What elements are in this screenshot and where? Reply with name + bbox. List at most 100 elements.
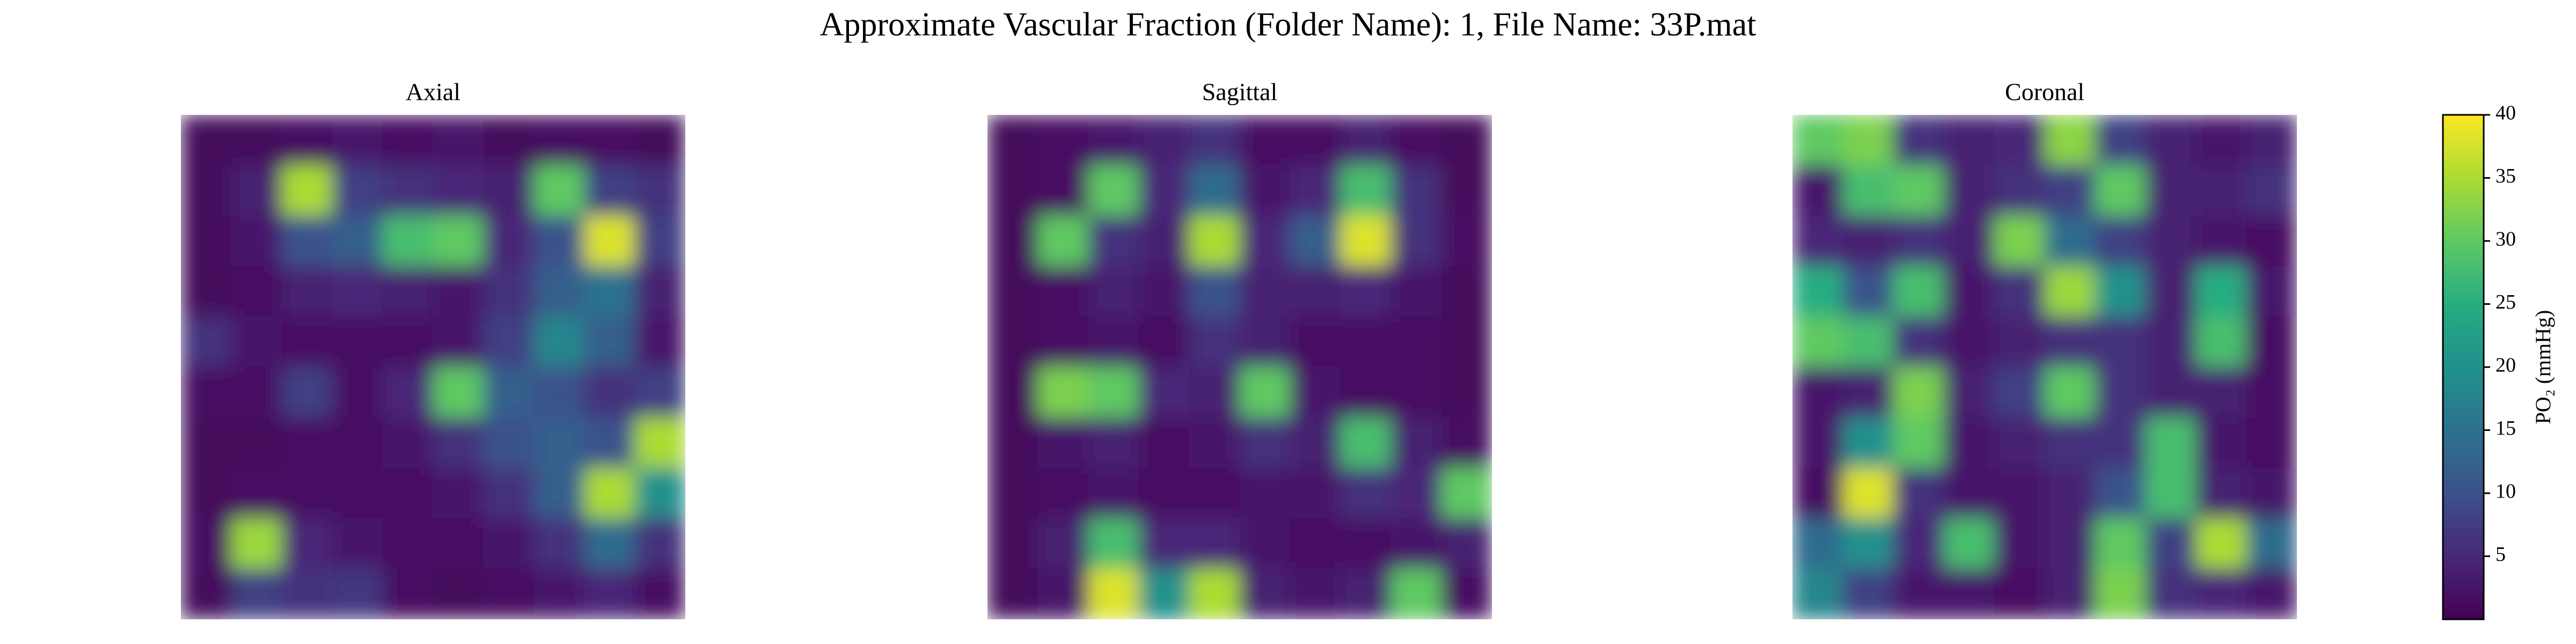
panel-title: Sagittal [1202, 78, 1278, 106]
heatmap-cell [1239, 266, 1291, 317]
heatmap-cell [1037, 215, 1089, 267]
heatmap-cell [231, 568, 282, 619]
heatmap-cell [2095, 367, 2146, 418]
heatmap-cell [231, 165, 282, 216]
heatmap-cell [433, 467, 484, 519]
heatmap-cell [1290, 165, 1341, 216]
heatmap-cell [987, 518, 1038, 569]
heatmap-cell [2044, 367, 2096, 418]
heatmap-cell [181, 367, 232, 418]
heatmap-cell [433, 115, 484, 166]
heatmap-cell [1340, 568, 1392, 619]
heatmap-cell [1340, 215, 1392, 267]
heatmap-cell [483, 266, 535, 317]
heatmap-cell [1893, 367, 1944, 418]
heatmap-cell [1943, 417, 1995, 469]
heatmap-cell [332, 115, 383, 166]
heatmap-cell [987, 316, 1038, 368]
heatmap-cell [1189, 467, 1240, 519]
heatmap-cell [1893, 115, 1944, 166]
heatmap-cell [584, 165, 635, 216]
heatmap-cell [332, 367, 383, 418]
heatmap-cell [281, 367, 333, 418]
heatmap-cell [433, 215, 484, 267]
heatmap-cell [1037, 115, 1089, 166]
heatmap-cell [1893, 215, 1944, 267]
heatmap-cell [1340, 266, 1392, 317]
heatmap-cell [584, 215, 635, 267]
panel [987, 115, 1492, 619]
heatmap-cells [987, 115, 1492, 619]
heatmap-cell [433, 367, 484, 418]
heatmap-cell [1994, 215, 2045, 267]
heatmap-cell [1189, 215, 1240, 267]
colorbar-label: PO₂ (mmHg) [2531, 310, 2555, 425]
heatmap-cell [533, 215, 585, 267]
heatmap-cell [1943, 165, 1995, 216]
heatmap-cell [231, 115, 282, 166]
heatmap-cell [1239, 367, 1291, 418]
heatmap-cell [231, 417, 282, 469]
heatmap-cell [1792, 316, 1843, 368]
heatmap-cell [181, 518, 232, 569]
heatmap-cell [1994, 518, 2045, 569]
colorbar-tick-label: 5 [2496, 543, 2506, 566]
heatmap-cell [2196, 568, 2247, 619]
heatmap-cell [181, 266, 232, 317]
figure-title: Approximate Vascular Fraction (Folder Na… [820, 6, 1757, 43]
heatmap-cell [483, 215, 535, 267]
heatmap-cell [1138, 165, 1190, 216]
heatmap-cell [281, 215, 333, 267]
heatmap-cell [2145, 215, 2197, 267]
heatmap-cell [1391, 367, 1442, 418]
heatmap-cell [634, 518, 685, 569]
heatmap-cell [2246, 215, 2297, 267]
heatmap-cell [1842, 266, 1894, 317]
heatmap-cell [1088, 367, 1139, 418]
heatmap-cell [1994, 568, 2045, 619]
heatmap-cell [332, 518, 383, 569]
heatmap-cell [1792, 467, 1843, 519]
heatmap-cell [181, 316, 232, 368]
heatmap-cell [181, 568, 232, 619]
colorbar-tick-label: 10 [2496, 480, 2516, 503]
heatmap-cell [1088, 568, 1139, 619]
heatmap-cell [281, 266, 333, 317]
heatmap-cell [533, 165, 585, 216]
heatmap-cell [2044, 316, 2096, 368]
heatmap-cell [2095, 266, 2146, 317]
heatmap-cell [1340, 115, 1392, 166]
heatmap-cell [1189, 316, 1240, 368]
heatmap-cell [1239, 115, 1291, 166]
heatmap-cell [1088, 316, 1139, 368]
heatmap-cell [2145, 316, 2197, 368]
heatmap-cell [1792, 266, 1843, 317]
heatmap-cell [1290, 316, 1341, 368]
heatmap-cell [231, 518, 282, 569]
heatmap-cell [382, 115, 434, 166]
heatmap-cell [1189, 266, 1240, 317]
heatmap-cell [2196, 266, 2247, 317]
heatmap-cell [2246, 115, 2297, 166]
heatmap-cell [1943, 266, 1995, 317]
heatmap-cell [533, 115, 585, 166]
panel [181, 115, 685, 619]
colorbar [2442, 114, 2485, 620]
heatmap-cell [433, 316, 484, 368]
heatmap-cell [1290, 215, 1341, 267]
heatmap-cell [1037, 417, 1089, 469]
heatmap-cell [2044, 115, 2096, 166]
heatmap-cell [382, 417, 434, 469]
heatmap-cell [1088, 467, 1139, 519]
colorbar-tick-label: 15 [2496, 417, 2516, 440]
heatmap-cell [1290, 266, 1341, 317]
heatmap-cell [987, 568, 1038, 619]
heatmap-cell [2044, 518, 2096, 569]
heatmap-cell [181, 165, 232, 216]
heatmap-cell [1138, 568, 1190, 619]
heatmap-cell [634, 467, 685, 519]
heatmap-cell [584, 115, 635, 166]
heatmap-cell [1893, 165, 1944, 216]
heatmap-cell [1943, 115, 1995, 166]
